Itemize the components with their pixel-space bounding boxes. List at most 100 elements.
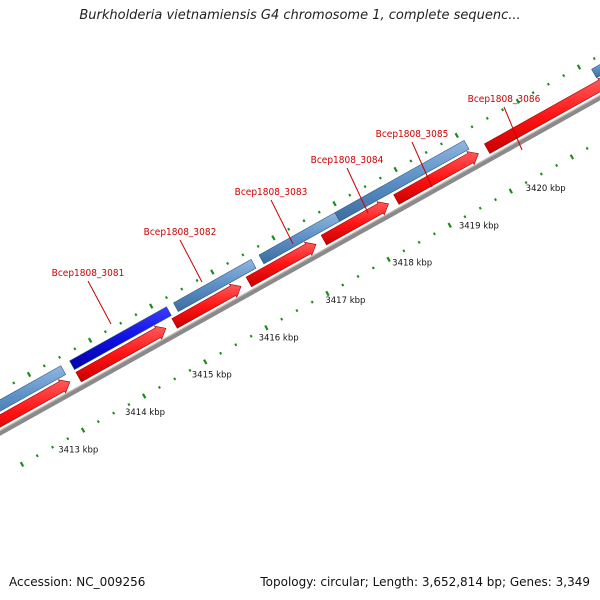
gene-label-leader <box>346 167 369 214</box>
ruler-label: 3417 kbp <box>325 296 365 306</box>
cds-arrow[interactable] <box>75 325 167 383</box>
ruler-tick-mark <box>402 249 406 253</box>
ruler-tick-mark <box>341 283 345 287</box>
accession-text: Accession: NC_009256 <box>9 575 146 589</box>
upper-tick-mark <box>592 56 596 61</box>
cds-arrow[interactable] <box>393 151 479 205</box>
upper-tick-mark <box>87 337 93 343</box>
ruler-tick-mark <box>295 309 299 313</box>
upper-tick-mark <box>332 200 337 207</box>
ruler-tick-mark <box>66 437 70 441</box>
ruler-tick-mark <box>219 351 223 355</box>
ruler-tick-mark <box>203 359 208 365</box>
upper-tick-mark <box>546 82 550 86</box>
ruler-tick-mark <box>356 274 360 279</box>
map-title: Burkholderia vietnamiensis G4 chromosome… <box>79 8 521 23</box>
ruler-label: 3418 kbp <box>392 259 432 269</box>
upper-tick-mark <box>409 159 413 163</box>
upper-tick-mark <box>271 235 276 241</box>
gene-label[interactable]: Bcep1808_3083 <box>235 187 308 198</box>
gene-label[interactable]: Bcep1808_3085 <box>376 129 449 140</box>
ruler-tick-mark <box>417 240 421 244</box>
upper-tick-mark <box>165 296 168 300</box>
gene-feature[interactable] <box>334 139 470 222</box>
upper-tick-mark <box>226 261 230 266</box>
upper-tick-mark <box>363 185 367 189</box>
ruler-tick-mark <box>432 232 436 236</box>
upper-tick-mark <box>195 278 199 283</box>
cds-arrow[interactable] <box>483 77 600 154</box>
ruler-tick-mark <box>371 266 375 270</box>
ruler-tick-mark <box>555 163 559 168</box>
upper-tick-mark <box>42 364 46 368</box>
upper-tick-mark <box>12 381 16 385</box>
ruler-tick-mark <box>19 461 25 468</box>
gene-feature[interactable] <box>173 258 257 313</box>
gene-label[interactable]: Bcep1808_3084 <box>311 155 384 166</box>
ruler-tick-mark <box>585 146 589 150</box>
cds-arrow[interactable] <box>320 201 389 246</box>
ruler-tick-mark <box>494 198 497 202</box>
ruler-tick-mark <box>141 393 147 399</box>
upper-tick-mark <box>180 287 184 291</box>
cds-arrow[interactable] <box>245 241 317 288</box>
gene-label-leader <box>270 199 294 245</box>
gene-feature[interactable] <box>591 59 600 79</box>
ruler-tick-mark <box>127 402 131 407</box>
gene-label[interactable]: Bcep1808_3086 <box>468 94 541 105</box>
ruler-tick-mark <box>264 324 269 331</box>
backbone-line <box>0 94 600 436</box>
upper-tick-mark <box>378 176 382 180</box>
ruler-tick-mark <box>188 368 192 372</box>
ruler-label: 3414 kbp <box>125 408 165 418</box>
upper-tick-mark <box>103 330 107 334</box>
ruler-label: 3419 kbp <box>459 221 499 231</box>
ruler-tick-mark <box>569 154 575 160</box>
upper-tick-mark <box>501 108 505 112</box>
upper-tick-mark <box>393 166 398 173</box>
ruler-tick-mark <box>508 188 513 194</box>
upper-tick-mark <box>149 303 154 309</box>
ruler-tick-mark <box>447 222 452 228</box>
upper-tick-mark <box>531 91 535 95</box>
upper-tick-mark <box>210 269 215 275</box>
map-layer: 3413 kbp 3414 kbp 3415 kbp 3416 kbp 3417 kbp… <box>0 56 600 468</box>
gene-label[interactable]: Bcep1808_3081 <box>52 268 125 279</box>
upper-tick-mark <box>134 313 138 317</box>
backbone-highlight <box>0 94 600 432</box>
ruler-tick-mark <box>35 454 39 458</box>
upper-tick-mark <box>348 193 352 197</box>
gene-feature[interactable] <box>0 365 67 429</box>
ruler-tick-mark <box>280 317 284 321</box>
upper-tick-mark <box>317 210 321 214</box>
ruler-tick-mark <box>80 427 86 433</box>
ruler-tick-mark <box>524 180 528 185</box>
ruler-tick-mark <box>539 172 543 176</box>
upper-tick-mark <box>424 150 428 155</box>
upper-tick-mark <box>241 253 245 257</box>
ruler-tick-mark <box>173 377 177 381</box>
ruler-tick-mark <box>325 290 330 297</box>
ruler-tick-mark <box>157 385 161 390</box>
upper-tick-mark <box>485 116 489 120</box>
gene-label-leader <box>179 239 203 283</box>
gene-label-leader <box>411 141 433 188</box>
ruler-tick-mark <box>310 300 314 304</box>
ruler-tick-mark <box>234 343 238 347</box>
gene-label[interactable]: Bcep1808_3082 <box>144 227 217 238</box>
cds-arrow[interactable] <box>171 283 242 329</box>
highlighted-gene-feature[interactable] <box>69 306 172 371</box>
ruler-label: 3415 kbp <box>192 371 232 381</box>
genome-summary-text: Topology: circular; Length: 3,652,814 bp… <box>260 575 590 589</box>
upper-tick-mark <box>73 347 77 351</box>
upper-tick-mark <box>439 142 443 146</box>
upper-tick-mark <box>454 132 459 139</box>
ruler-tick-mark <box>51 445 54 449</box>
upper-tick-mark <box>287 227 291 231</box>
cds-arrow[interactable] <box>0 379 71 442</box>
ruler-tick-mark <box>386 256 391 263</box>
upper-tick-mark <box>470 125 474 129</box>
ruler-tick-mark <box>96 420 100 424</box>
upper-tick-mark <box>562 74 566 78</box>
